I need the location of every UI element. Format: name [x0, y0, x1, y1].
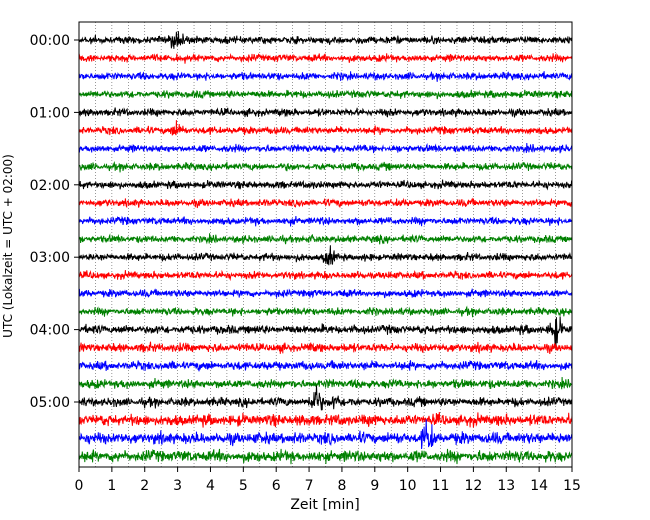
- trace-row: [79, 305, 572, 318]
- x-tick-label: 6: [272, 478, 281, 494]
- y-tick-label: 02:00: [30, 178, 70, 194]
- trace-row: [79, 120, 572, 136]
- x-tick-label: 14: [530, 478, 548, 494]
- trace-row: [79, 411, 572, 428]
- x-tick-label: 3: [173, 478, 182, 494]
- trace-row: [79, 448, 572, 465]
- trace-row: [79, 269, 572, 282]
- x-tick-label: 0: [75, 478, 84, 494]
- trace-row: [79, 142, 572, 154]
- x-tick-label: 1: [107, 478, 116, 494]
- x-axis-label: Zeit [min]: [290, 497, 359, 513]
- trace-row: [79, 107, 572, 118]
- x-tick-label: 5: [239, 478, 248, 494]
- y-tick-label: 04:00: [30, 323, 70, 339]
- x-axis: 0 1 2 3 4 5 6 7 8 9 10 11 12 13 14 15: [75, 467, 581, 494]
- trace-row: [79, 359, 572, 372]
- trace-row: [79, 376, 572, 390]
- trace-row: [79, 197, 572, 209]
- x-tick-label: 2: [140, 478, 149, 494]
- plot-frame: [78, 21, 573, 468]
- y-tick-label: 03:00: [30, 250, 70, 266]
- x-tick-label: 12: [464, 478, 482, 494]
- trace-row: [79, 245, 572, 266]
- y-axis: 00:00 01:00 02:00 03:00 04:00 05:00: [30, 33, 79, 411]
- trace-row: [79, 288, 572, 299]
- x-tick-label: 11: [432, 478, 450, 494]
- trace-row: [79, 52, 572, 64]
- trace-row: [79, 316, 572, 349]
- x-tick-label: 15: [563, 478, 581, 494]
- y-tick-label: 00:00: [30, 33, 70, 49]
- y-tick-label: 01:00: [30, 105, 70, 121]
- y-tick-label: 05:00: [30, 395, 70, 411]
- trace-row: [79, 341, 572, 355]
- trace-row: [79, 419, 572, 450]
- trace-row: [79, 31, 572, 49]
- trace-row: [79, 179, 572, 191]
- seismic-traces: [79, 31, 572, 465]
- trace-row: [79, 385, 572, 411]
- trace-row: [79, 215, 572, 227]
- x-tick-label: 4: [206, 478, 215, 494]
- trace-row: [79, 161, 572, 173]
- trace-row: [79, 233, 572, 245]
- x-tick-label: 7: [305, 478, 314, 494]
- trace-row: [79, 70, 572, 82]
- x-tick-label: 13: [497, 478, 515, 494]
- y-axis-label: UTC (Lokalzeit = UTC + 02:00): [1, 154, 15, 338]
- x-tick-label: 8: [337, 478, 346, 494]
- trace-row: [79, 89, 572, 100]
- x-tick-label: 10: [399, 478, 417, 494]
- grid-lines: [95, 22, 556, 467]
- x-tick-label: 9: [370, 478, 379, 494]
